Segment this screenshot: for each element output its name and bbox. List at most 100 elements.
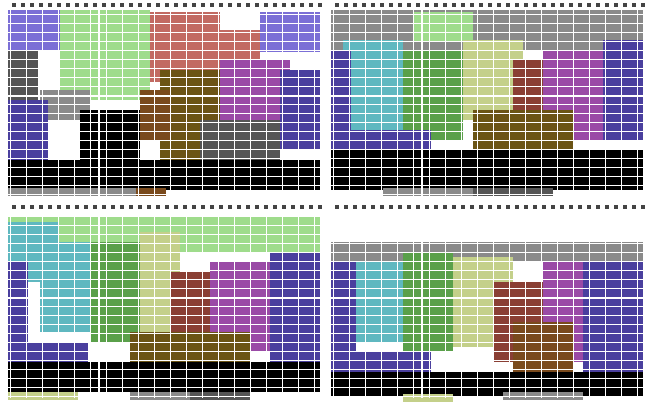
grid-line-v: [365, 8, 366, 196]
header-glyph: [237, 3, 241, 7]
header-glyph: [470, 205, 474, 209]
header-glyph: [192, 3, 196, 7]
grid-line-h: [8, 32, 322, 33]
grid-line-v: [74, 210, 75, 398]
header-glyph: [398, 205, 402, 209]
mosaic-block: [280, 70, 320, 150]
grid-line-major: [98, 8, 100, 196]
grid-line-v: [74, 8, 75, 196]
grid-line-h: [331, 333, 645, 334]
mosaic-block: [583, 262, 643, 372]
grid-line-v: [250, 8, 251, 196]
header-glyph: [66, 205, 70, 209]
header-glyph: [138, 3, 142, 7]
header-glyph: [605, 3, 609, 7]
grid-line-v: [349, 210, 350, 398]
header-glyph: [210, 205, 214, 209]
mosaic-block: [603, 40, 643, 140]
grid-line-h: [331, 122, 645, 123]
grid-line-v: [122, 8, 123, 196]
grid-line-h: [331, 270, 645, 271]
grid-line-h: [8, 396, 322, 397]
header-glyph: [93, 205, 97, 209]
grid-line-v: [461, 8, 462, 196]
grid-line-v: [202, 8, 203, 196]
header-glyph: [156, 205, 160, 209]
grid-line-h: [8, 288, 322, 289]
header-glyph: [291, 3, 295, 7]
grid-line-v: [637, 8, 638, 196]
grid-line-h: [331, 243, 645, 244]
grid-line-v: [333, 8, 334, 196]
header-glyph: [111, 3, 115, 7]
grid-line-h: [331, 342, 645, 343]
header-glyph: [344, 3, 348, 7]
grid-line-v: [333, 210, 334, 398]
header-glyph: [21, 205, 25, 209]
mosaic-block: [331, 262, 356, 362]
grid-line-v: [26, 8, 27, 196]
grid-line-h: [331, 23, 645, 24]
grid-line-h: [331, 140, 645, 141]
grid-line-v: [106, 210, 107, 398]
grid-line-major: [8, 298, 322, 299]
header-glyph: [506, 205, 510, 209]
header-glyph: [560, 3, 564, 7]
grid-line-v: [429, 210, 430, 398]
grid-line-h: [8, 77, 322, 78]
grid-line-h: [8, 378, 322, 379]
header-glyph: [75, 3, 79, 7]
header-glyph: [102, 205, 106, 209]
grid-line-h: [331, 131, 645, 132]
grid-line-v: [397, 210, 398, 398]
header-glyph: [246, 205, 250, 209]
header-glyph: [506, 3, 510, 7]
grid-line-v: [42, 8, 43, 196]
header-glyph: [416, 205, 420, 209]
header-glyph: [488, 3, 492, 7]
grid-line-h: [8, 149, 322, 150]
grid-line-v: [461, 210, 462, 398]
grid-line-h: [8, 315, 322, 316]
header-glyph: [165, 3, 169, 7]
grid-line-h: [8, 297, 322, 298]
grid-line-v: [573, 8, 574, 196]
header-glyph: [371, 205, 375, 209]
grid-line-v: [381, 8, 382, 196]
header-glyph: [632, 3, 636, 7]
header-glyph: [515, 3, 519, 7]
grid-line-h: [331, 158, 645, 159]
grid-line-h: [331, 252, 645, 253]
grid-line-v: [282, 8, 283, 196]
header-glyph: [273, 3, 277, 7]
grid-line-h: [8, 333, 322, 334]
grid-line-h: [331, 95, 645, 96]
header-glyph: [129, 3, 133, 7]
header-glyph: [228, 3, 232, 7]
grid-line-h: [331, 113, 645, 114]
mosaic-block: [403, 252, 453, 352]
header-glyph: [362, 3, 366, 7]
header-glyph: [389, 205, 393, 209]
header-glyph: [380, 205, 384, 209]
grid-line-h: [8, 360, 322, 361]
mosaic-block: [473, 188, 553, 196]
grid-line-h: [8, 41, 322, 42]
grid-line-v: [154, 8, 155, 196]
header-glyph: [551, 3, 555, 7]
grid-line-v: [429, 8, 430, 196]
header-glyph: [335, 3, 339, 7]
grid-line-h: [331, 50, 645, 51]
grid-line-h: [8, 387, 322, 388]
header-glyph: [138, 205, 142, 209]
header-glyph: [309, 205, 313, 209]
grid-line-h: [8, 185, 322, 186]
header-glyph: [219, 205, 223, 209]
grid-line-h: [331, 194, 645, 195]
grid-line-h: [8, 234, 322, 235]
header-glyph: [524, 3, 528, 7]
header-glyph: [318, 205, 322, 209]
grid-line-h: [331, 32, 645, 33]
header-glyph: [255, 3, 259, 7]
grid-line-h: [331, 185, 645, 186]
